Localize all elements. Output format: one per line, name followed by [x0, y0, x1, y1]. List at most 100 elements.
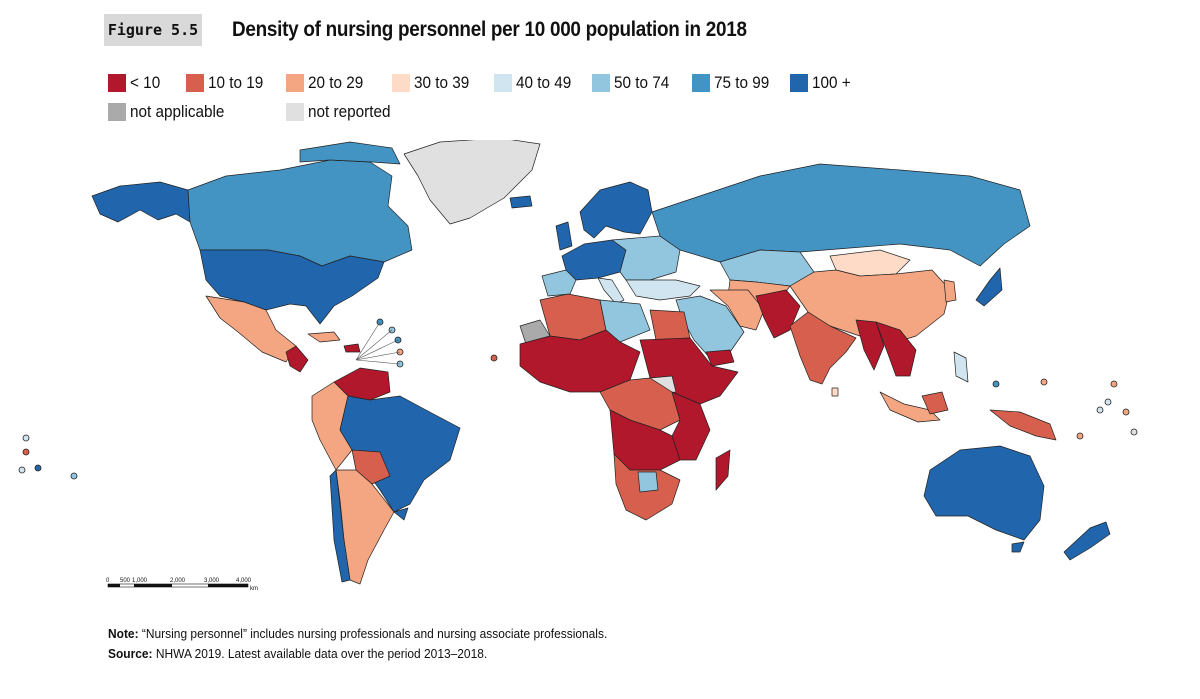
- region-india: [789, 311, 857, 385]
- region-myanmar: [855, 319, 885, 371]
- figure-title: Density of nursing personnel per 10 000 …: [232, 18, 747, 41]
- region-borneo: [921, 391, 949, 415]
- legend-item-10-19: 10 to 19: [186, 72, 269, 94]
- region-indonesia: [879, 391, 941, 423]
- region-yemen: [705, 349, 735, 367]
- legend-label: 75 to 99: [714, 73, 770, 92]
- region-canada-islands: [299, 141, 401, 165]
- legend-swatch: [108, 74, 126, 92]
- region-korea: [943, 279, 957, 303]
- legend-item-lt10: < 10: [108, 72, 164, 94]
- scale-tick: 3,000: [204, 578, 220, 584]
- island-marker: [1110, 380, 1118, 388]
- legend-label: 100 +: [812, 73, 851, 92]
- region-scandinavia: [579, 181, 653, 239]
- island-marker: [1104, 398, 1112, 406]
- legend-item-not-reported: not reported: [286, 101, 400, 123]
- scale-tick: 0: [106, 578, 110, 584]
- legend-label: 30 to 39: [414, 73, 470, 92]
- source-text: NHWA 2019. Latest available data over th…: [155, 646, 488, 661]
- island-marker: [22, 448, 30, 456]
- scale-tick: 500: [120, 578, 131, 584]
- region-madagascar: [715, 449, 731, 491]
- legend-swatch: [790, 74, 808, 92]
- island-marker: [1096, 406, 1104, 414]
- region-uk: [555, 221, 573, 251]
- region-australia: [923, 445, 1045, 541]
- figure-label: Figure 5.5: [104, 14, 202, 46]
- legend-item-not-applicable: not applicable: [108, 101, 235, 123]
- legend-item-50-74: 50 to 74: [592, 72, 675, 94]
- legend-swatch: [108, 103, 126, 121]
- region-libya: [599, 299, 651, 343]
- legend-item-100-plus: 100 +: [790, 72, 855, 94]
- region-iberia: [541, 269, 577, 297]
- map-legend: < 10 10 to 19 20 to 29 30 to 39 40 to 49…: [108, 72, 908, 128]
- region-bolivia: [351, 449, 391, 485]
- legend-swatch: [286, 103, 304, 121]
- world-map: [18, 140, 1138, 585]
- region-philippines: [953, 351, 969, 383]
- region-japan: [975, 267, 1003, 307]
- legend-item-40-49: 40 to 49: [494, 72, 577, 94]
- island-marker: [18, 466, 26, 474]
- legend-swatch: [392, 74, 410, 92]
- island-marker: [34, 464, 42, 472]
- region-tasmania: [1011, 541, 1025, 553]
- region-new-zealand: [1063, 521, 1111, 561]
- legend-label: 40 to 49: [516, 73, 572, 92]
- note-label: Note:: [108, 626, 139, 641]
- note-line: Note: “Nursing personnel” includes nursi…: [108, 624, 607, 644]
- region-west-africa: [519, 329, 641, 393]
- region-egypt: [649, 309, 691, 341]
- island-marker: [992, 380, 1000, 388]
- island-marker: [490, 354, 498, 362]
- island-marker: [22, 434, 30, 442]
- region-balkans-turkey: [625, 279, 701, 301]
- note-text: “Nursing personnel” includes nursing pro…: [141, 626, 608, 641]
- region-chile: [329, 469, 351, 583]
- island-marker: [1076, 432, 1084, 440]
- figure-note: Note: “Nursing personnel” includes nursi…: [108, 624, 651, 664]
- scale-unit: km: [250, 586, 258, 592]
- legend-label: 10 to 19: [208, 73, 264, 92]
- source-label: Source:: [108, 646, 153, 661]
- island-marker: [1130, 428, 1138, 436]
- region-central-america: [285, 345, 309, 373]
- scale-bar: 0 500 1,000 2,000 3,000 4,000 km: [106, 578, 258, 592]
- legend-swatch: [692, 74, 710, 92]
- region-east-africa: [671, 391, 711, 461]
- legend-label: not applicable: [130, 102, 225, 121]
- region-russia: [651, 163, 1031, 267]
- region-alaska: [91, 181, 191, 223]
- legend-swatch: [286, 74, 304, 92]
- region-hispaniola: [343, 343, 361, 353]
- legend-item-75-99: 75 to 99: [692, 72, 775, 94]
- region-uruguay: [393, 507, 409, 521]
- legend-label: < 10: [130, 73, 161, 92]
- legend-swatch: [186, 74, 204, 92]
- legend-swatch: [592, 74, 610, 92]
- region-botswana: [637, 471, 659, 493]
- legend-label: 20 to 29: [308, 73, 364, 92]
- legend-label: not reported: [308, 102, 391, 121]
- region-sri-lanka: [831, 387, 839, 397]
- region-indochina: [875, 321, 917, 377]
- region-afghanistan-pakistan: [755, 289, 801, 339]
- legend-swatch: [494, 74, 512, 92]
- region-usa: [199, 249, 385, 325]
- island-marker: [1122, 408, 1130, 416]
- source-line: Source: NHWA 2019. Latest available data…: [108, 644, 607, 664]
- legend-label: 50 to 74: [614, 73, 670, 92]
- region-greenland: [403, 140, 541, 225]
- region-png: [989, 409, 1057, 441]
- scale-tick: 4,000: [236, 578, 252, 584]
- legend-item-30-39: 30 to 39: [392, 72, 475, 94]
- caribbean-leader-lines: [355, 321, 401, 365]
- scale-tick: 2,000: [170, 578, 186, 584]
- region-cuba: [307, 331, 341, 343]
- scale-tick: 1,000: [132, 578, 148, 584]
- island-marker: [1040, 378, 1048, 386]
- region-iran: [709, 289, 765, 331]
- island-marker: [70, 472, 78, 480]
